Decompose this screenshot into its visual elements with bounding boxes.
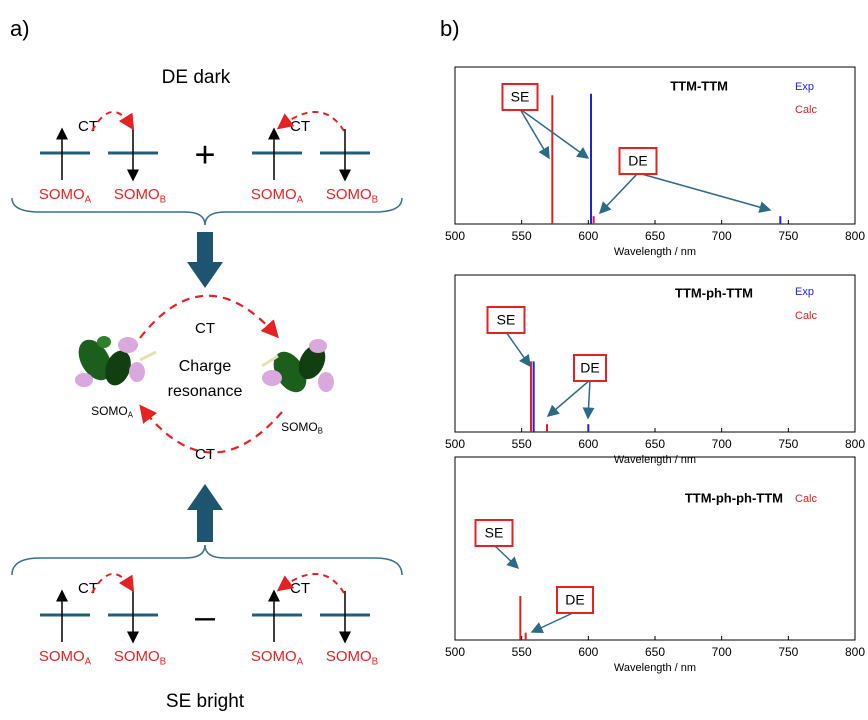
molecule — [72, 334, 156, 389]
x-tick-label: 750 — [778, 229, 798, 243]
annotation-arrow — [520, 109, 549, 158]
operator: + — [194, 134, 215, 175]
x-tick-label: 600 — [578, 229, 598, 243]
annotation: DE — [628, 153, 647, 169]
x-tick-label: 550 — [512, 229, 532, 243]
x-tick-label: 700 — [712, 437, 732, 451]
orbital-subscript: A — [85, 194, 92, 205]
orbital-subscript: B — [372, 656, 379, 667]
ct-arc — [92, 112, 132, 131]
annotation-arrow — [506, 332, 530, 366]
annotation-arrow — [600, 173, 638, 213]
x-tick-label: 650 — [645, 229, 665, 243]
annotation-arrow — [548, 380, 590, 416]
panel-label: b) — [440, 16, 460, 41]
plot-frame — [455, 457, 855, 640]
orbital-label: SOMOA — [91, 404, 134, 419]
ct-label: CT — [195, 446, 215, 463]
orbital-subscript: B — [160, 656, 167, 667]
annotation-arrow — [532, 612, 575, 632]
down-arrow — [187, 232, 223, 288]
brace — [12, 545, 402, 575]
legend-entry: Exp — [795, 286, 814, 298]
annotation-arrow — [638, 173, 770, 210]
x-tick-label: 600 — [578, 645, 598, 659]
annotation: DE — [580, 360, 599, 376]
x-tick-label: 600 — [578, 437, 598, 451]
x-tick-label: 500 — [445, 645, 465, 659]
ct-label: CT — [290, 118, 310, 135]
x-tick-label: 750 — [778, 645, 798, 659]
orbital-subscript: B — [372, 194, 379, 205]
annotation-arrow — [588, 380, 590, 418]
x-tick-label: 550 — [512, 437, 532, 451]
chart-title: TTM-TTM — [670, 78, 728, 93]
legend-entry: Calc — [795, 310, 818, 322]
annotation: SE — [497, 312, 516, 328]
plot-frame — [455, 275, 855, 432]
x-tick-label: 800 — [845, 645, 865, 659]
panel-label: a) — [10, 16, 30, 41]
orbital-name: SOMO — [326, 186, 372, 203]
annotation: SE — [485, 525, 504, 541]
x-tick-label: 700 — [712, 229, 732, 243]
annotation-arrow — [494, 545, 518, 568]
x-tick-label: 800 — [845, 437, 865, 451]
orbital-label: SOMOB — [114, 186, 166, 205]
orbital-name: SOMO — [91, 404, 128, 418]
orbital-subscript: A — [297, 194, 304, 205]
orbital-label: SOMOA — [251, 186, 304, 205]
x-tick-label: 650 — [645, 437, 665, 451]
orbital-label: SOMOA — [251, 648, 304, 667]
orbital-name: SOMO — [114, 648, 160, 665]
legend-entry: Calc — [795, 104, 818, 116]
up-arrow — [187, 484, 223, 542]
center-label: resonance — [168, 383, 243, 400]
center-label: Charge — [179, 358, 232, 375]
orbital-subscript: A — [85, 656, 92, 667]
orbital-name: SOMO — [251, 648, 297, 665]
molecule — [262, 339, 334, 398]
figure: a)DE darkSE brightCTSOMOASOMOBCTSOMOASOM… — [0, 0, 868, 715]
orbital-name: SOMO — [326, 648, 372, 665]
orbital-label: SOMOB — [281, 420, 323, 435]
orbital-label: SOMOB — [326, 648, 378, 667]
section-title: SE bright — [166, 691, 245, 712]
ct-label: CT — [195, 320, 215, 337]
orbital-subscript: A — [128, 411, 134, 420]
x-tick-label: 650 — [645, 645, 665, 659]
chart-title: TTM-ph-TTM — [675, 285, 753, 300]
orbital-name: SOMO — [114, 186, 160, 203]
orbital-subscript: B — [160, 194, 167, 205]
orbital-label: SOMOB — [114, 648, 166, 667]
orbital-label: SOMOB — [326, 186, 378, 205]
x-tick-label: 750 — [778, 437, 798, 451]
orbital-name: SOMO — [39, 186, 85, 203]
orbital-label: SOMOA — [39, 648, 92, 667]
orbital-name: SOMO — [39, 648, 85, 665]
orbital-subscript: A — [297, 656, 304, 667]
orbital-label: SOMOA — [39, 186, 92, 205]
ct-label: CT — [290, 580, 310, 597]
x-axis-label: Wavelength / nm — [614, 246, 696, 258]
orbital-subscript: B — [318, 427, 323, 436]
ct-arc — [92, 574, 132, 593]
legend-entry: Calc — [795, 493, 818, 505]
chart-title: TTM-ph-ph-TTM — [685, 490, 783, 505]
annotation-arrow — [520, 109, 588, 158]
x-tick-label: 800 — [845, 229, 865, 243]
x-tick-label: 700 — [712, 645, 732, 659]
x-axis-label: Wavelength / nm — [614, 454, 696, 466]
x-tick-label: 500 — [445, 229, 465, 243]
legend-entry: Exp — [795, 81, 814, 93]
section-title: DE dark — [162, 67, 231, 88]
annotation: SE — [511, 89, 530, 105]
orbital-name: SOMO — [281, 420, 318, 434]
operator: – — [195, 596, 215, 637]
annotation: DE — [565, 592, 584, 608]
orbital-name: SOMO — [251, 186, 297, 203]
x-tick-label: 550 — [512, 645, 532, 659]
x-tick-label: 500 — [445, 437, 465, 451]
x-axis-label: Wavelength / nm — [614, 662, 696, 674]
